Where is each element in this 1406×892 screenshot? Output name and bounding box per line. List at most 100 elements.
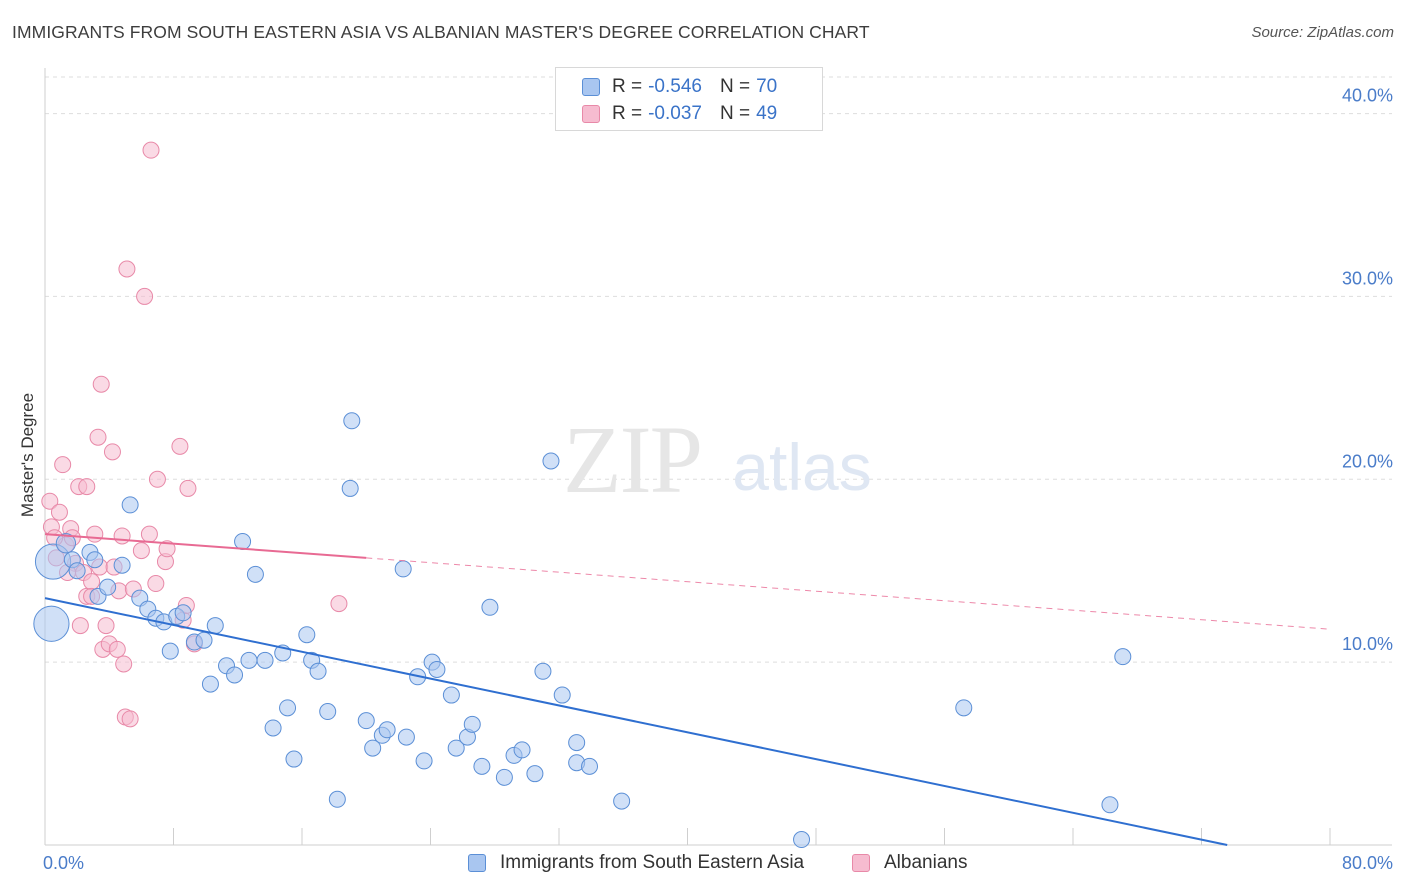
sea-point [473, 757, 491, 775]
sea-point [463, 715, 481, 733]
albanians-point [71, 617, 89, 635]
albanians-point [158, 540, 176, 558]
albanians-point [54, 456, 72, 474]
sea-point [542, 452, 560, 470]
sea-point [793, 831, 811, 849]
sea-point [55, 533, 76, 554]
albanians-point [103, 443, 121, 461]
sea-point [285, 750, 303, 768]
x-tick-label: 80.0% [1342, 853, 1393, 873]
albanians-point [78, 478, 96, 496]
albanians-point [142, 141, 160, 159]
y-tick-label: 30.0% [1342, 268, 1393, 288]
legend-r-label: R = [612, 76, 643, 97]
albanians-point [50, 503, 68, 521]
sea-point [113, 556, 131, 574]
sea-point [341, 479, 359, 497]
series-swatch-pink [852, 854, 870, 872]
albanians-point [115, 655, 133, 673]
sea-point [68, 562, 86, 580]
watermark: ZIP atlas [563, 406, 872, 513]
chart-title: IMMIGRANTS FROM SOUTH EASTERN ASIA VS AL… [12, 22, 870, 42]
sea-point [526, 765, 544, 783]
albanians-point [140, 525, 158, 543]
albanians-point [83, 573, 101, 591]
sea-point [161, 642, 179, 660]
sea-trend-line [44, 597, 1228, 846]
series-swatch-blue [468, 854, 486, 872]
sea-point [481, 598, 499, 616]
albanians-trend-line [44, 533, 367, 559]
legend-row-albanians: R = -0.037 N = 49 [582, 103, 777, 125]
series-legend: Immigrants from South Eastern Asia Alban… [0, 852, 1406, 878]
y-tick-label: 40.0% [1342, 86, 1393, 106]
sea-point [298, 626, 316, 644]
axes [44, 68, 1392, 846]
sea-point [513, 741, 531, 759]
sea-point [240, 651, 258, 669]
sea-point [319, 703, 337, 721]
sea-point [955, 699, 973, 717]
x-tick-label: 0.0% [43, 853, 84, 873]
sea-point [442, 686, 460, 704]
albanians-point [179, 479, 197, 497]
y-axis-label: Master's Degree [18, 393, 37, 517]
albanians-point [108, 640, 126, 658]
sea-point [195, 631, 213, 649]
sea-point [394, 560, 412, 578]
sea-point [357, 712, 375, 730]
sea-point [121, 496, 139, 514]
sea-point [378, 721, 396, 739]
sea-point [495, 768, 513, 786]
legend-n-label: N = [719, 76, 751, 97]
series-legend-sea[interactable]: Immigrants from South Eastern Asia [468, 852, 804, 874]
albanians-point [330, 595, 348, 613]
sea-point [234, 532, 252, 550]
sea-point [613, 792, 631, 810]
albanians-point [136, 287, 154, 305]
legend-r-label: R = [612, 103, 643, 124]
y-tick-label: 10.0% [1342, 634, 1393, 654]
sea-point [33, 605, 70, 642]
legend-swatch-blue [582, 78, 600, 96]
sea-point [264, 719, 282, 737]
sea-point [1101, 796, 1119, 814]
legend-r-value: -0.546 [648, 76, 702, 97]
sea-point [447, 739, 465, 757]
legend-n-value: 70 [756, 76, 778, 97]
albanians-point [171, 437, 189, 455]
sea-point [99, 578, 117, 596]
legend-swatch-pink [582, 105, 600, 123]
sea-point [226, 666, 244, 684]
albanians-point [41, 492, 59, 510]
sea-point [1114, 648, 1132, 666]
sea-point [534, 662, 552, 680]
sea-point [397, 728, 415, 746]
albanians-point [92, 375, 110, 393]
trend-lines [44, 533, 1331, 846]
sea-point [309, 662, 327, 680]
sea-point [256, 651, 274, 669]
sea-point [364, 739, 382, 757]
sea-point [328, 790, 346, 808]
albanians-point [148, 470, 166, 488]
series-legend-albanians[interactable]: Albanians [852, 852, 967, 874]
albanians-trend-extension [366, 557, 1331, 630]
sea-point [568, 734, 586, 752]
series-legend-label: Albanians [884, 852, 968, 873]
sea-point [201, 675, 219, 693]
legend-n-value: 49 [756, 103, 778, 124]
sea-point [553, 686, 571, 704]
albanians-point [118, 260, 136, 278]
legend-r-value: -0.037 [648, 103, 702, 124]
albanians-point [121, 710, 139, 728]
sea-point [428, 660, 446, 678]
albanians-point [97, 617, 115, 635]
y-tick-label: 20.0% [1342, 451, 1393, 471]
albanians-point [147, 575, 165, 593]
watermark-atlas: atlas [732, 430, 871, 504]
sea-point [343, 412, 361, 430]
sea-point [279, 699, 297, 717]
tick-labels: 10.0% 20.0% 30.0% 40.0% 0.0% 80.0% [43, 86, 1393, 873]
